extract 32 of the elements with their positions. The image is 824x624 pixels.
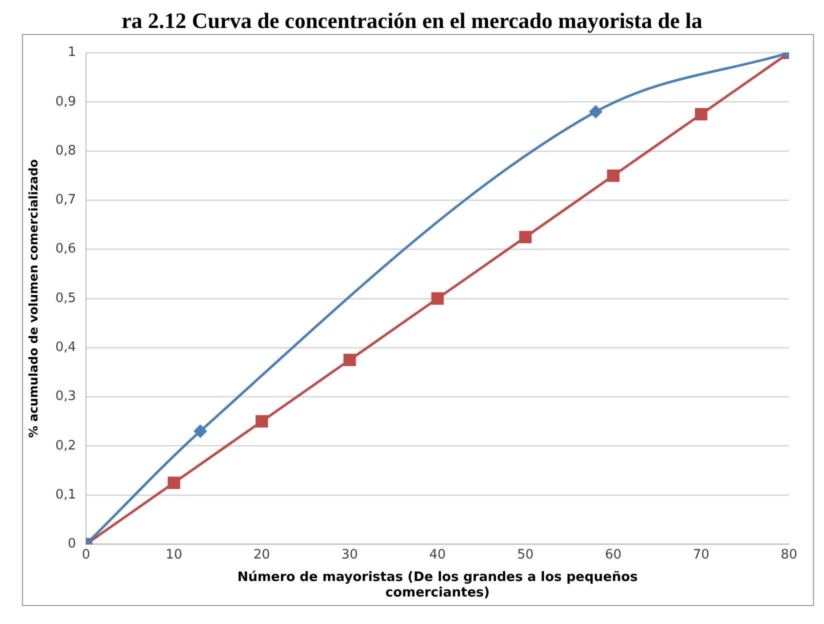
x-tick-label: 30	[341, 547, 358, 562]
x-tick-label: 20	[254, 547, 270, 562]
y-tick-label: 0,8	[55, 143, 76, 158]
point	[168, 476, 180, 489]
x-axis-title: Número de mayoristas (De los grandes a los pequeños comerciantes)	[237, 570, 638, 601]
x-tick-label: 40	[429, 547, 446, 562]
x-tick-label: 80	[780, 547, 798, 562]
point	[256, 415, 268, 428]
y-tick-label: 0,9	[55, 94, 76, 110]
x-tick-label: 50	[517, 547, 534, 562]
y-tick-label: 0,3	[55, 389, 76, 404]
point	[343, 354, 356, 366]
point	[194, 424, 207, 438]
point	[519, 230, 532, 244]
y-tick-label: 0,7	[55, 192, 76, 208]
point	[694, 108, 708, 120]
x-tick-label: 70	[692, 547, 710, 562]
y-tick-label: 0	[68, 536, 76, 552]
x-tick-label: 0	[82, 547, 90, 562]
point	[589, 106, 602, 118]
x-tick-label: 10	[166, 547, 182, 562]
y-tick-label: 0,2	[55, 438, 76, 454]
y-axis-title: % acumulado de volumen comercializado	[26, 159, 40, 438]
y-tick-label: 0,1	[55, 487, 76, 502]
point	[607, 169, 620, 182]
y-tick-label: 0,4	[55, 340, 76, 356]
y-tick-label: 0,6	[55, 242, 76, 257]
x-tick-label: 60	[604, 547, 622, 562]
y-tick-label: 0,5	[55, 290, 76, 306]
chart-title: ra 2.12 Curva de concentración en el mercado mayorista de la	[120, 8, 704, 34]
y-tick-label: 1	[68, 45, 76, 60]
point	[431, 292, 444, 305]
